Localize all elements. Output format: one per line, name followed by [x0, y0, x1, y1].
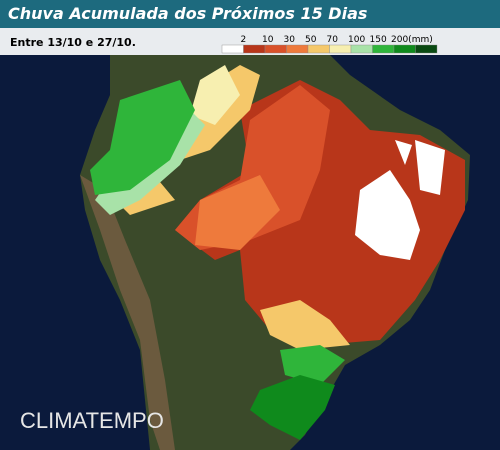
subtitle: Entre 13/10 e 27/10.	[10, 36, 136, 49]
legend-swatch	[286, 44, 309, 54]
legend-swatch	[372, 44, 395, 54]
rain-yellow-south	[260, 300, 350, 350]
rain-orange-light	[195, 175, 280, 250]
legend-swatch	[243, 44, 266, 54]
watermark: CLIMATEMPO	[20, 408, 164, 433]
rain-green-south	[280, 345, 345, 385]
legend-swatch	[350, 44, 373, 54]
legend-label: 10	[262, 35, 274, 45]
legend-swatch	[393, 44, 416, 54]
andes	[80, 175, 175, 450]
subheader: Entre 13/10 e 27/10. 2 10 30 50 70 100 150 200(…	[0, 28, 500, 55]
legend-label: 100	[348, 35, 365, 45]
legend-label: 50	[305, 35, 317, 45]
rain-darkgreen	[250, 375, 335, 440]
dry-white-2	[415, 140, 445, 195]
legend-label: 30	[284, 35, 296, 45]
legend: 2 10 30 50 70 100 150 200(mm)	[221, 35, 438, 54]
title: Chuva Acumulada dos Próximos 15 Dias	[8, 4, 368, 23]
legend-swatch	[264, 44, 287, 54]
legend-swatch	[415, 44, 438, 54]
rain-green	[90, 80, 195, 195]
rain-pale	[190, 65, 240, 125]
legend-label: 2	[241, 35, 247, 45]
dry-white-3	[395, 140, 412, 165]
legend-label: 150	[370, 35, 387, 45]
legend-swatch	[307, 44, 330, 54]
header: Chuva Acumulada dos Próximos 15 Dias	[0, 0, 500, 28]
dry-white	[355, 170, 420, 260]
legend-swatch	[221, 44, 244, 54]
legend-swatch	[329, 44, 352, 54]
legend-label: 70	[327, 35, 339, 45]
legend-label: 200(mm)	[391, 35, 433, 45]
